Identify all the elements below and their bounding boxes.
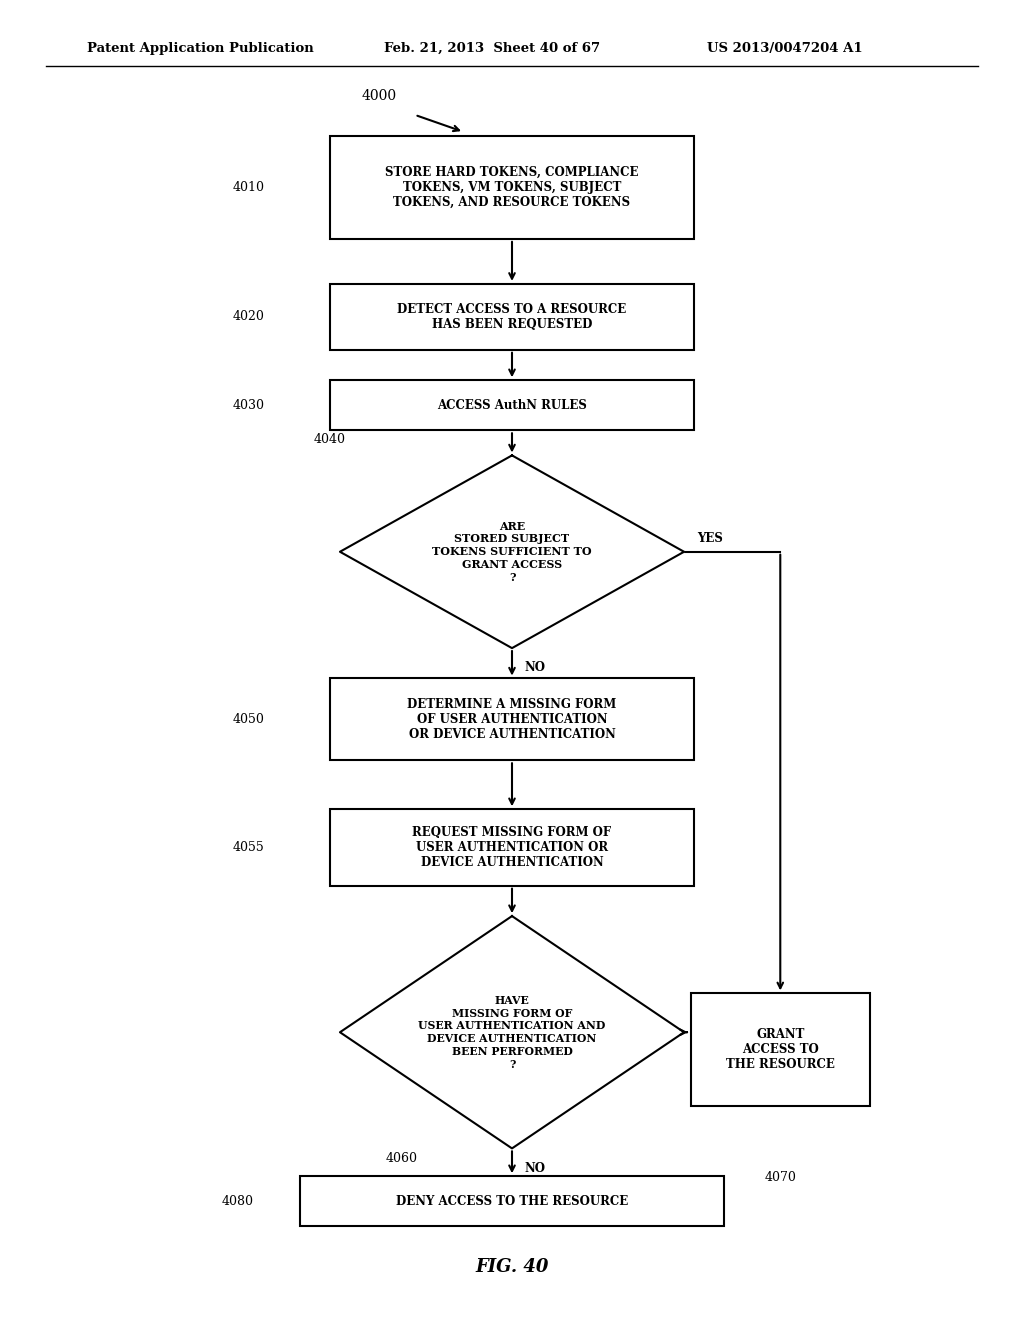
Text: DETECT ACCESS TO A RESOURCE
HAS BEEN REQUESTED: DETECT ACCESS TO A RESOURCE HAS BEEN REQ…: [397, 302, 627, 331]
Bar: [330, 136, 694, 239]
Bar: [330, 380, 694, 430]
Text: DETERMINE A MISSING FORM
OF USER AUTHENTICATION
OR DEVICE AUTHENTICATION: DETERMINE A MISSING FORM OF USER AUTHENT…: [408, 698, 616, 741]
Bar: [330, 809, 694, 886]
Polygon shape: [340, 916, 684, 1148]
Text: 4080: 4080: [222, 1195, 254, 1208]
Text: 4050: 4050: [232, 713, 264, 726]
Text: GRANT
ACCESS TO
THE RESOURCE: GRANT ACCESS TO THE RESOURCE: [726, 1028, 835, 1071]
Polygon shape: [340, 455, 684, 648]
Bar: [690, 993, 869, 1106]
Text: ACCESS AuthN RULES: ACCESS AuthN RULES: [437, 399, 587, 412]
Text: YES: YES: [697, 1012, 723, 1026]
Text: 4070: 4070: [764, 1171, 797, 1184]
Text: 4055: 4055: [232, 841, 264, 854]
Text: 4060: 4060: [386, 1152, 418, 1166]
Text: US 2013/0047204 A1: US 2013/0047204 A1: [707, 42, 862, 54]
Text: 4020: 4020: [232, 310, 264, 323]
Text: 4040: 4040: [314, 433, 346, 446]
Text: 4030: 4030: [232, 399, 264, 412]
Bar: [330, 678, 694, 760]
Text: HAVE
MISSING FORM OF
USER AUTHENTICATION AND
DEVICE AUTHENTICATION
BEEN PERFORME: HAVE MISSING FORM OF USER AUTHENTICATION…: [419, 995, 605, 1069]
Text: FIG. 40: FIG. 40: [475, 1258, 549, 1276]
Text: NO: NO: [524, 661, 546, 675]
Text: STORE HARD TOKENS, COMPLIANCE
TOKENS, VM TOKENS, SUBJECT
TOKENS, AND RESOURCE TO: STORE HARD TOKENS, COMPLIANCE TOKENS, VM…: [385, 166, 639, 209]
Bar: [299, 1176, 725, 1226]
Bar: [330, 284, 694, 350]
Text: NO: NO: [524, 1162, 546, 1175]
Text: YES: YES: [697, 532, 723, 545]
Text: 4010: 4010: [232, 181, 264, 194]
Text: REQUEST MISSING FORM OF
USER AUTHENTICATION OR
DEVICE AUTHENTICATION: REQUEST MISSING FORM OF USER AUTHENTICAT…: [413, 826, 611, 869]
Text: DENY ACCESS TO THE RESOURCE: DENY ACCESS TO THE RESOURCE: [396, 1195, 628, 1208]
Text: ARE
STORED SUBJECT
TOKENS SUFFICIENT TO
GRANT ACCESS
?: ARE STORED SUBJECT TOKENS SUFFICIENT TO …: [432, 520, 592, 583]
Text: Patent Application Publication: Patent Application Publication: [87, 42, 313, 54]
Text: Feb. 21, 2013  Sheet 40 of 67: Feb. 21, 2013 Sheet 40 of 67: [384, 42, 600, 54]
Text: 4000: 4000: [361, 88, 396, 103]
